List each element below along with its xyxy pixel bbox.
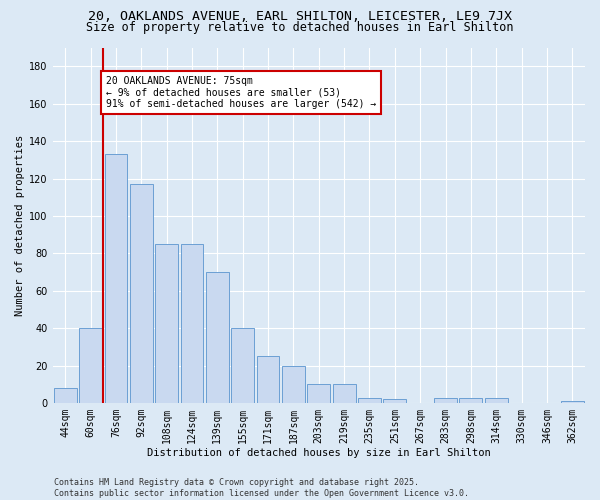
Text: Contains HM Land Registry data © Crown copyright and database right 2025.
Contai: Contains HM Land Registry data © Crown c…	[54, 478, 469, 498]
Text: 20, OAKLANDS AVENUE, EARL SHILTON, LEICESTER, LE9 7JX: 20, OAKLANDS AVENUE, EARL SHILTON, LEICE…	[88, 10, 512, 23]
Bar	[485, 398, 508, 403]
Bar	[257, 356, 280, 403]
Bar	[282, 366, 305, 403]
Bar	[460, 398, 482, 403]
Bar	[561, 402, 584, 403]
Bar	[358, 398, 381, 403]
Bar	[54, 388, 77, 403]
Y-axis label: Number of detached properties: Number of detached properties	[15, 134, 25, 316]
Bar	[434, 398, 457, 403]
Bar	[383, 400, 406, 403]
Text: 20 OAKLANDS AVENUE: 75sqm
← 9% of detached houses are smaller (53)
91% of semi-d: 20 OAKLANDS AVENUE: 75sqm ← 9% of detach…	[106, 76, 376, 109]
Bar	[130, 184, 152, 403]
Bar	[181, 244, 203, 403]
Bar	[206, 272, 229, 403]
Text: Size of property relative to detached houses in Earl Shilton: Size of property relative to detached ho…	[86, 22, 514, 35]
Bar	[155, 244, 178, 403]
Bar	[231, 328, 254, 403]
Bar	[104, 154, 127, 403]
Bar	[307, 384, 330, 403]
X-axis label: Distribution of detached houses by size in Earl Shilton: Distribution of detached houses by size …	[147, 448, 491, 458]
Bar	[79, 328, 102, 403]
Bar	[333, 384, 356, 403]
